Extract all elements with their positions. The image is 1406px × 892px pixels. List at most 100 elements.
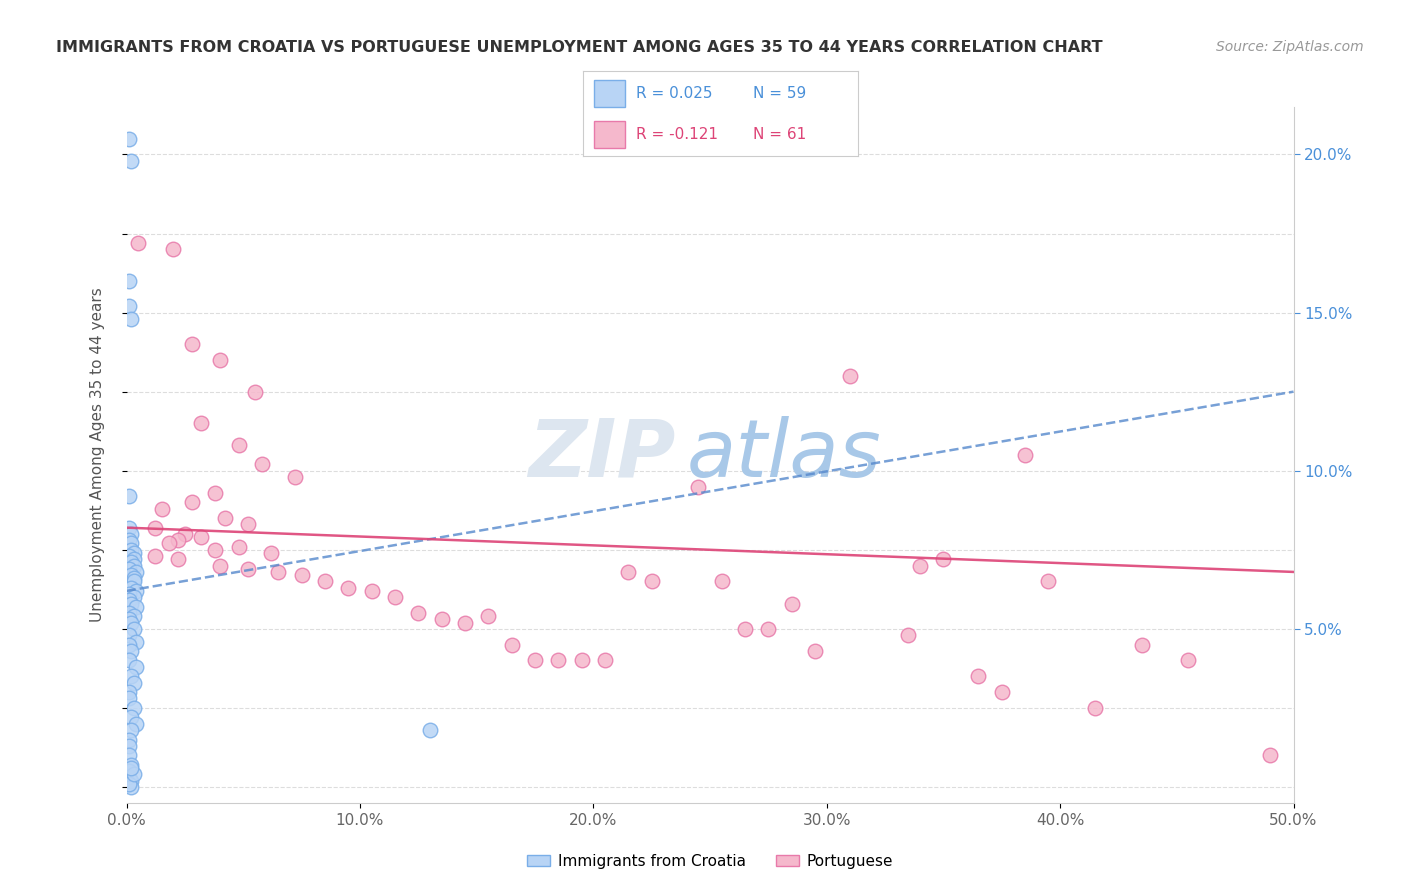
Point bbox=[125, 565, 148, 579]
Point bbox=[120, 669, 142, 683]
Point bbox=[118, 533, 141, 548]
Point bbox=[122, 552, 145, 566]
Point bbox=[908, 558, 931, 573]
Point bbox=[190, 417, 212, 431]
Text: R = -0.121: R = -0.121 bbox=[636, 127, 717, 142]
Point bbox=[228, 540, 250, 554]
Point bbox=[180, 495, 202, 509]
Point bbox=[1038, 574, 1060, 589]
Point bbox=[190, 530, 212, 544]
Text: N = 59: N = 59 bbox=[754, 86, 807, 101]
Point bbox=[260, 546, 283, 560]
Point bbox=[118, 638, 141, 652]
Point bbox=[122, 701, 145, 715]
Point bbox=[118, 691, 141, 706]
Point bbox=[122, 571, 145, 585]
Point bbox=[120, 761, 142, 775]
Point bbox=[118, 739, 141, 753]
Point bbox=[118, 764, 141, 779]
Point bbox=[120, 644, 142, 658]
Point bbox=[932, 552, 955, 566]
Point bbox=[501, 638, 523, 652]
Text: N = 61: N = 61 bbox=[754, 127, 807, 142]
Text: IMMIGRANTS FROM CROATIA VS PORTUGUESE UNEMPLOYMENT AMONG AGES 35 TO 44 YEARS COR: IMMIGRANTS FROM CROATIA VS PORTUGUESE UN… bbox=[56, 40, 1102, 55]
Point bbox=[120, 542, 142, 557]
Point bbox=[120, 597, 142, 611]
Point bbox=[118, 612, 141, 626]
Point bbox=[143, 521, 166, 535]
Point bbox=[120, 536, 142, 550]
Point bbox=[204, 486, 226, 500]
Point bbox=[208, 353, 231, 368]
Point bbox=[419, 723, 441, 737]
Point bbox=[839, 368, 862, 383]
Point bbox=[1084, 701, 1107, 715]
Point bbox=[157, 536, 180, 550]
Point bbox=[120, 581, 142, 595]
Point bbox=[122, 622, 145, 636]
Point bbox=[125, 583, 148, 598]
Point bbox=[267, 565, 290, 579]
Point bbox=[236, 562, 259, 576]
Point bbox=[118, 628, 141, 642]
Point bbox=[120, 757, 142, 772]
Point bbox=[118, 777, 141, 791]
Point bbox=[167, 552, 190, 566]
Point bbox=[430, 612, 453, 626]
Point bbox=[125, 634, 148, 648]
Point bbox=[547, 653, 569, 667]
Point bbox=[127, 235, 149, 250]
Point bbox=[990, 685, 1012, 699]
Point bbox=[477, 609, 499, 624]
Point bbox=[174, 527, 197, 541]
Point bbox=[408, 606, 430, 620]
Point bbox=[734, 622, 756, 636]
Point bbox=[243, 384, 266, 399]
Point bbox=[120, 556, 142, 570]
Point bbox=[118, 587, 141, 601]
Point bbox=[120, 723, 142, 737]
Text: R = 0.025: R = 0.025 bbox=[636, 86, 711, 101]
Legend: Immigrants from Croatia, Portuguese: Immigrants from Croatia, Portuguese bbox=[520, 848, 900, 875]
Point bbox=[228, 438, 250, 452]
Point bbox=[1014, 448, 1036, 462]
Point bbox=[122, 546, 145, 560]
Point bbox=[167, 533, 190, 548]
Point bbox=[118, 653, 141, 667]
Point bbox=[180, 337, 202, 351]
Point bbox=[118, 274, 141, 288]
Point bbox=[118, 131, 141, 145]
Point bbox=[523, 653, 546, 667]
Point bbox=[284, 470, 307, 484]
Point bbox=[122, 767, 145, 781]
Point bbox=[710, 574, 733, 589]
Point bbox=[118, 593, 141, 607]
Point bbox=[125, 599, 148, 614]
Text: Source: ZipAtlas.com: Source: ZipAtlas.com bbox=[1216, 40, 1364, 54]
Point bbox=[118, 521, 141, 535]
Point bbox=[120, 568, 142, 582]
Point bbox=[641, 574, 664, 589]
Point bbox=[122, 558, 145, 573]
Point bbox=[120, 710, 142, 724]
Point bbox=[118, 606, 141, 620]
Point bbox=[162, 243, 184, 257]
Point bbox=[118, 771, 141, 785]
Point bbox=[118, 748, 141, 763]
Point bbox=[236, 517, 259, 532]
Text: ZIP: ZIP bbox=[527, 416, 675, 494]
Point bbox=[122, 591, 145, 605]
Point bbox=[1130, 638, 1153, 652]
Point bbox=[122, 609, 145, 624]
Point bbox=[118, 489, 141, 503]
Point bbox=[118, 732, 141, 747]
Point bbox=[250, 458, 273, 472]
Point bbox=[593, 653, 616, 667]
Point bbox=[384, 591, 406, 605]
Point bbox=[125, 660, 148, 674]
Point bbox=[1258, 748, 1281, 763]
Point bbox=[756, 622, 779, 636]
Point bbox=[122, 675, 145, 690]
Point bbox=[204, 542, 226, 557]
Point bbox=[967, 669, 990, 683]
